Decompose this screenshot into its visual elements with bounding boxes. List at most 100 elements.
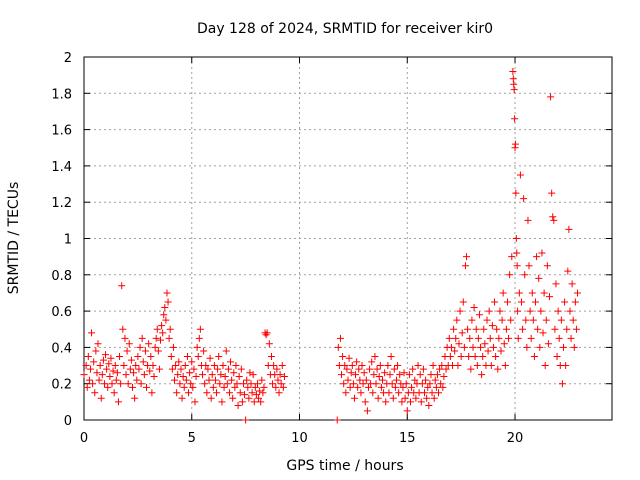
data-point — [139, 358, 147, 366]
data-point — [481, 340, 489, 348]
data-point — [429, 362, 437, 370]
data-point — [238, 398, 246, 406]
data-point — [489, 343, 497, 351]
data-point — [141, 347, 149, 355]
data-point — [522, 316, 530, 324]
data-point — [260, 383, 268, 391]
data-point — [479, 352, 487, 360]
data-point — [521, 271, 529, 279]
data-point — [346, 383, 354, 391]
data-point — [333, 416, 341, 424]
data-point — [369, 389, 377, 397]
data-point — [431, 376, 439, 384]
data-point — [467, 365, 475, 373]
data-point — [274, 376, 282, 384]
data-point — [275, 389, 283, 397]
data-point — [343, 365, 351, 373]
data-point — [125, 340, 133, 348]
data-point — [399, 383, 407, 391]
data-point — [536, 343, 544, 351]
data-point — [409, 365, 417, 373]
data-point — [412, 394, 420, 402]
data-point — [456, 307, 464, 315]
data-point — [154, 347, 162, 355]
data-point — [121, 334, 129, 342]
data-point — [515, 289, 523, 297]
data-point — [165, 334, 173, 342]
data-point — [82, 362, 90, 370]
data-point — [555, 334, 563, 342]
data-point — [134, 352, 142, 360]
data-point — [520, 195, 528, 203]
data-point — [450, 325, 458, 333]
data-point — [219, 362, 227, 370]
data-point — [263, 329, 271, 337]
data-point — [384, 362, 392, 370]
data-point — [439, 383, 447, 391]
data-point — [242, 416, 250, 424]
data-point — [151, 343, 159, 351]
data-point — [560, 343, 568, 351]
x-tick-label: 20 — [507, 431, 524, 446]
data-point — [253, 380, 261, 388]
data-point — [375, 372, 383, 380]
data-point — [435, 389, 443, 397]
data-point — [358, 362, 366, 370]
data-point — [181, 362, 189, 370]
data-point — [133, 376, 141, 384]
data-point — [427, 371, 435, 379]
data-point — [416, 371, 424, 379]
data-point — [225, 389, 233, 397]
data-point — [403, 407, 411, 415]
x-tick-label: 10 — [291, 431, 308, 446]
data-point — [465, 352, 473, 360]
data-point — [276, 371, 284, 379]
data-point — [381, 369, 389, 377]
data-point — [214, 365, 222, 373]
data-point — [230, 369, 238, 377]
data-point — [273, 365, 281, 373]
data-point — [425, 401, 433, 409]
data-point — [363, 407, 371, 415]
data-point — [98, 371, 106, 379]
data-point — [249, 371, 257, 379]
data-point — [122, 371, 130, 379]
data-point — [338, 371, 346, 379]
data-point — [500, 340, 508, 348]
data-point — [496, 307, 504, 315]
data-point — [146, 367, 154, 375]
data-point — [110, 389, 118, 397]
data-point — [565, 225, 573, 233]
data-point — [494, 365, 502, 373]
data-point — [277, 380, 285, 388]
data-point — [388, 380, 396, 388]
data-point — [488, 322, 496, 330]
data-point — [128, 383, 136, 391]
data-point — [193, 343, 201, 351]
data-point — [553, 352, 561, 360]
data-point — [118, 282, 126, 290]
data-point — [152, 334, 160, 342]
data-point — [366, 365, 374, 373]
data-point — [352, 371, 360, 379]
data-point — [459, 298, 467, 306]
data-point — [437, 380, 445, 388]
data-point — [100, 380, 108, 388]
data-point — [451, 347, 459, 355]
data-point — [227, 358, 235, 366]
data-point — [394, 362, 402, 370]
data-point — [107, 354, 115, 362]
data-point — [398, 398, 406, 406]
data-point — [201, 380, 209, 388]
data-point — [220, 383, 228, 391]
data-point — [232, 362, 240, 370]
y-axis-label: SRMTID / TECUs — [6, 182, 22, 295]
data-point — [539, 329, 547, 337]
data-point — [336, 334, 344, 342]
data-point — [265, 340, 273, 348]
data-point — [360, 369, 368, 377]
data-point — [428, 389, 436, 397]
data-point — [510, 86, 518, 94]
data-point — [222, 347, 230, 355]
data-point — [464, 325, 472, 333]
